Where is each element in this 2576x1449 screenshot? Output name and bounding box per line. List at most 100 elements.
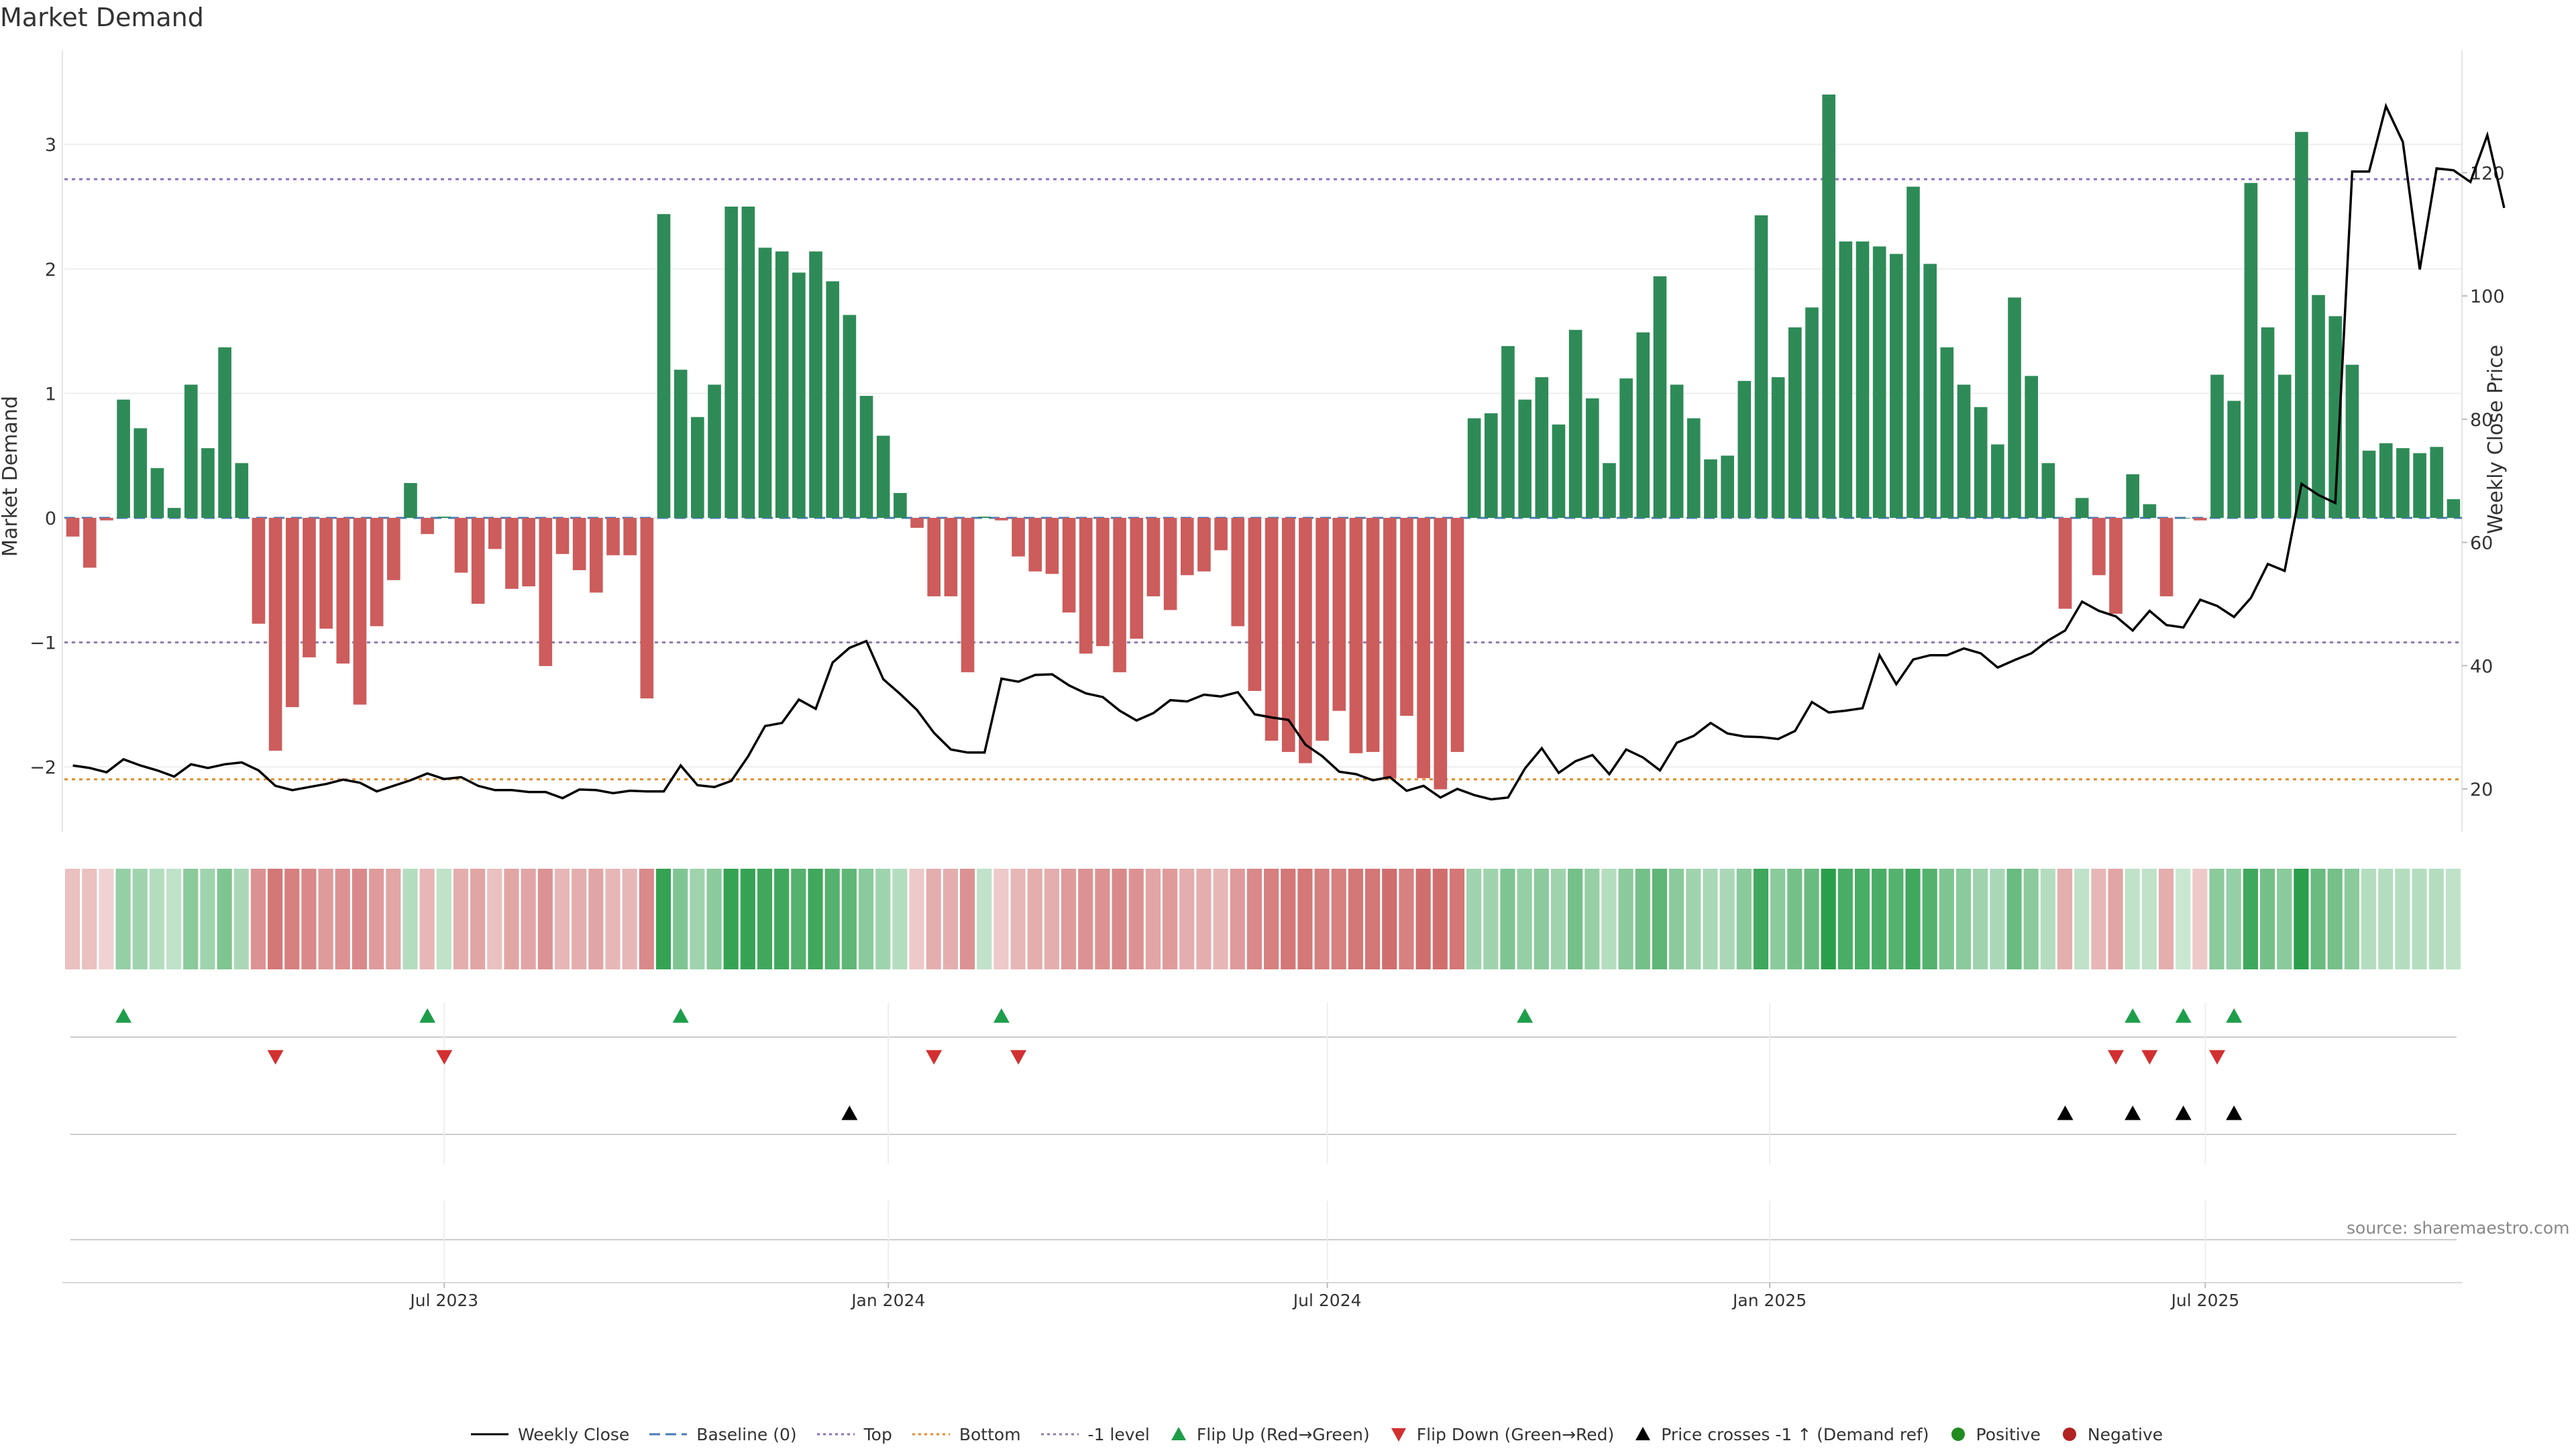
flip-down-marker bbox=[1010, 1050, 1027, 1065]
heat-strip bbox=[2192, 869, 2208, 969]
legend-label: Weekly Close bbox=[518, 1424, 630, 1444]
demand-bar bbox=[1450, 518, 1464, 752]
demand-bar bbox=[944, 518, 958, 596]
heat-strip bbox=[1348, 869, 1364, 969]
demand-bar bbox=[2362, 450, 2376, 518]
heat-strip bbox=[1939, 869, 1954, 969]
legend-label: Bottom bbox=[959, 1424, 1021, 1444]
demand-bar bbox=[1281, 518, 1295, 752]
demand-bar bbox=[2210, 374, 2224, 518]
demand-bar bbox=[1332, 518, 1346, 711]
heat-strip bbox=[1095, 869, 1110, 969]
heat-strip bbox=[841, 869, 857, 969]
heat-strip bbox=[2294, 869, 2309, 969]
flip-up-marker bbox=[115, 1008, 132, 1023]
demand-bar bbox=[1180, 518, 1194, 576]
legend-label: Flip Up (Red→Green) bbox=[1196, 1424, 1370, 1444]
heat-strip bbox=[1905, 869, 1921, 969]
heat-strip bbox=[2310, 869, 2326, 969]
heat-strip bbox=[2243, 869, 2258, 969]
demand-bar bbox=[1045, 518, 1059, 574]
demand-bar bbox=[2227, 400, 2241, 518]
demand-bar bbox=[1467, 418, 1481, 518]
heat-strip bbox=[1669, 869, 1684, 969]
demand-bar bbox=[421, 518, 434, 535]
demand-bar bbox=[1316, 518, 1329, 741]
dot-green-icon bbox=[1951, 1428, 1965, 1441]
demand-bar bbox=[2075, 498, 2089, 518]
heat-strip bbox=[2327, 869, 2343, 969]
heat-strip bbox=[1061, 869, 1077, 969]
demand-bar bbox=[437, 517, 451, 518]
legend-label: Positive bbox=[1976, 1424, 2041, 1444]
demand-bar bbox=[1366, 518, 1380, 752]
demand-bar bbox=[2295, 131, 2308, 518]
heat-strip bbox=[2057, 869, 2073, 969]
demand-bar bbox=[386, 518, 400, 580]
demand-bar bbox=[1872, 246, 1886, 518]
legend-label: Price crosses -1 ↑ (Demand ref) bbox=[1661, 1424, 1929, 1444]
heat-strip bbox=[1517, 869, 1532, 969]
source-note: source: sharemaestro.com bbox=[2347, 1218, 2570, 1238]
flip-down-marker bbox=[267, 1050, 284, 1065]
heat-strip bbox=[1534, 869, 1549, 969]
flip-down-marker bbox=[2141, 1050, 2158, 1065]
heat-strip bbox=[2428, 869, 2444, 969]
heat-strip bbox=[875, 869, 891, 969]
demand-bar bbox=[2092, 518, 2106, 576]
demand-bar bbox=[370, 518, 384, 627]
demand-bar bbox=[1585, 398, 1599, 518]
demand-bar bbox=[285, 518, 299, 708]
heat-strip bbox=[1568, 869, 1583, 969]
heat-strip bbox=[1500, 869, 1515, 969]
y-axis-left: −2 −1 0 1 2 3 bbox=[30, 135, 56, 778]
y2-axis-label: Weekly Close Price bbox=[2484, 345, 2508, 534]
legend: Weekly Close Baseline (0) Top Bottom -1 leve… bbox=[470, 1421, 2163, 1448]
heat-strip bbox=[1246, 869, 1262, 969]
flip-up-marker bbox=[1517, 1008, 1534, 1023]
heat-strip bbox=[1753, 869, 1769, 969]
heat-strip bbox=[1872, 869, 1887, 969]
heat-strip bbox=[1601, 869, 1617, 969]
demand-bar bbox=[657, 214, 671, 518]
heat-strip bbox=[99, 869, 114, 969]
heat-strip bbox=[2040, 869, 2055, 969]
demand-bar bbox=[1062, 518, 1076, 613]
legend-item: Weekly Close bbox=[470, 1424, 629, 1444]
event-markers bbox=[70, 1003, 2457, 1280]
demand-bar bbox=[2328, 316, 2343, 518]
demand-bar bbox=[539, 518, 553, 666]
heat-strip bbox=[352, 869, 368, 969]
heat-strip bbox=[554, 869, 570, 969]
demand-bar bbox=[1012, 518, 1025, 557]
flip-down-marker bbox=[2209, 1050, 2226, 1065]
legend-item: Price crosses -1 ↑ (Demand ref) bbox=[1633, 1424, 1929, 1444]
heat-strip bbox=[115, 869, 131, 969]
price-cross-marker bbox=[2226, 1106, 2243, 1120]
y-tick-label: 3 bbox=[45, 135, 56, 156]
legend-dot bbox=[2062, 1428, 2076, 1441]
demand-bar bbox=[894, 492, 907, 518]
demand-bar bbox=[1923, 264, 1937, 518]
heat-strip bbox=[2226, 869, 2241, 969]
demand-bar bbox=[590, 518, 603, 593]
y2-tick-label: 100 bbox=[2470, 286, 2505, 307]
x-axis: Jul 2023 Jan 2024 Jul 2024 Jan 2025 Jul 2025 bbox=[62, 1282, 2462, 1310]
demand-bar bbox=[1535, 377, 1549, 518]
heat-strip bbox=[1365, 869, 1381, 969]
demand-bar bbox=[2109, 518, 2123, 614]
flip-up-marker bbox=[2125, 1008, 2141, 1023]
triangle-up-black-icon bbox=[1635, 1427, 1651, 1440]
heat-strip bbox=[250, 869, 266, 969]
demand-bar bbox=[404, 483, 417, 518]
demand-bar bbox=[1721, 455, 1734, 518]
demand-bar bbox=[623, 518, 637, 555]
heat-strip bbox=[1010, 869, 1026, 969]
demand-bar bbox=[83, 518, 97, 568]
demand-bar bbox=[1484, 413, 1498, 518]
heat-strip bbox=[1297, 869, 1313, 969]
legend-triangle bbox=[1171, 1427, 1186, 1440]
heat-strip bbox=[284, 869, 300, 969]
demand-bar bbox=[336, 518, 350, 664]
